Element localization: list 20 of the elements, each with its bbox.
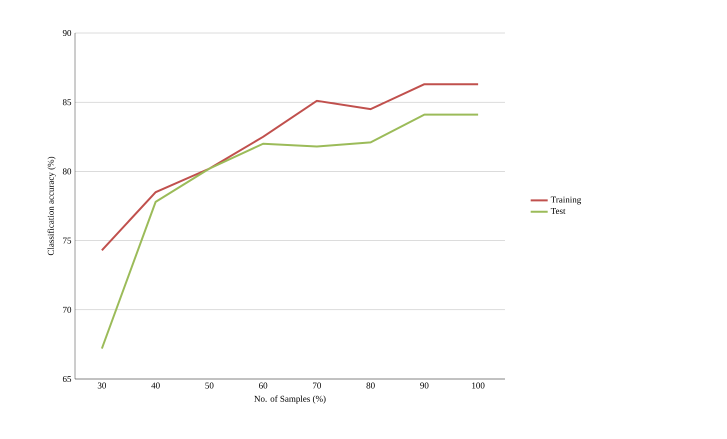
- y-tick-label: 75: [63, 238, 72, 244]
- y-axis-title: Classification accuracy (%): [47, 156, 56, 256]
- line-series: [100, 83, 480, 252]
- legend-label: Test: [550, 208, 566, 214]
- y-tick-label: 65: [62, 376, 72, 382]
- legend-label: Training: [550, 196, 582, 204]
- x-tick-label: 70: [312, 382, 322, 389]
- x-tick-label: 60: [259, 382, 268, 389]
- x-axis-title: No. of Samples (%): [254, 395, 326, 404]
- y-tick-label: 85: [62, 99, 72, 106]
- y-tick-label: 80: [62, 168, 72, 174]
- x-tick-label: 100: [472, 382, 485, 389]
- line-series: [100, 114, 480, 350]
- y-tick-label: 90: [62, 30, 72, 36]
- x-tick-label: 30: [98, 382, 106, 389]
- x-tick-label: 90: [420, 382, 429, 389]
- x-tick-label: 40: [151, 382, 160, 389]
- x-tick-label: 80: [366, 382, 375, 389]
- x-tick-label: 50: [205, 382, 214, 389]
- y-tick-label: 70: [63, 306, 72, 313]
